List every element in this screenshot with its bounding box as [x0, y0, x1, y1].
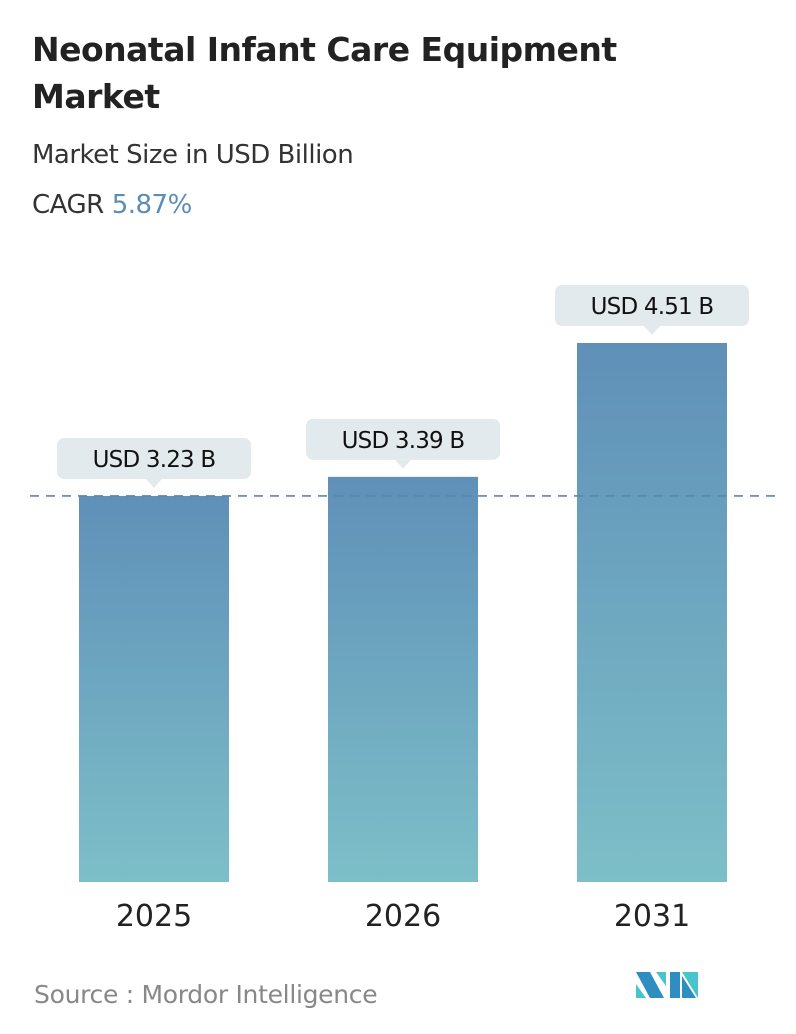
page-title: Neonatal Infant Care Equipment Market	[32, 30, 617, 116]
data-label-2026: USD 3.39 B	[306, 418, 500, 469]
x-tick-label: 2025	[116, 899, 192, 934]
cagr-value: 5.87%	[111, 190, 193, 220]
data-label-2031: USD 4.51 B	[555, 285, 749, 335]
x-tick-label: 2026	[365, 899, 441, 934]
subtitle: Market Size in USD Billion	[32, 140, 354, 170]
bar-2025	[79, 495, 229, 882]
mordor-logo-icon	[636, 972, 698, 998]
source-text: Source : Mordor Intelligence	[34, 980, 378, 1009]
bar-chart: USD 3.23 B 2025 USD 3.39 B 2026 USD 4.51 B 20…	[30, 285, 782, 934]
data-label-text: USD 3.39 B	[342, 428, 465, 454]
bar-2026	[328, 476, 478, 882]
bar-2031	[577, 343, 727, 882]
cagr: CAGR 5.87%	[32, 190, 192, 220]
data-label-2025: USD 3.23 B	[57, 437, 251, 488]
x-tick-label: 2031	[614, 899, 690, 934]
data-label-text: USD 4.51 B	[591, 294, 714, 320]
data-label-text: USD 3.23 B	[93, 447, 216, 473]
cagr-label: CAGR	[32, 190, 104, 220]
